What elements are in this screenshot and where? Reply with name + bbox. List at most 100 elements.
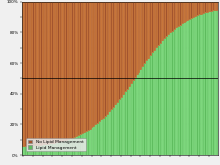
Bar (32, 2, 34, 145)
Bar (208, 2, 210, 11)
Bar (173, 29, 175, 155)
Bar (143, 63, 145, 155)
Bar (206, 2, 208, 12)
Bar (165, 36, 167, 155)
Bar (26, 2, 28, 146)
Bar (163, 38, 165, 155)
Bar (48, 2, 50, 144)
Bar (141, 66, 143, 155)
Bar (147, 58, 149, 155)
Bar (153, 50, 155, 155)
Bar (83, 2, 85, 132)
Bar (192, 17, 194, 155)
Bar (189, 19, 190, 155)
Bar (128, 2, 130, 86)
Bar (50, 2, 51, 143)
Bar (55, 2, 57, 142)
Bar (44, 2, 46, 144)
Bar (204, 12, 206, 155)
Bar (65, 2, 67, 140)
Bar (38, 2, 40, 145)
Bar (183, 2, 185, 22)
Bar (124, 91, 126, 155)
Bar (171, 31, 173, 155)
Bar (159, 43, 161, 155)
Bar (208, 11, 210, 155)
Bar (92, 126, 94, 155)
Bar (106, 114, 108, 155)
Bar (73, 2, 75, 137)
Bar (102, 117, 104, 155)
Bar (79, 134, 81, 155)
Bar (75, 136, 77, 155)
Bar (108, 2, 110, 111)
Bar (36, 145, 38, 155)
Bar (204, 2, 206, 12)
Bar (157, 2, 159, 45)
Bar (48, 144, 50, 155)
Bar (98, 2, 100, 121)
Bar (81, 133, 83, 155)
Bar (126, 2, 128, 89)
Bar (44, 144, 46, 155)
Bar (153, 2, 155, 50)
Bar (210, 2, 212, 11)
Bar (175, 2, 177, 27)
Bar (128, 86, 130, 155)
Bar (30, 146, 32, 155)
Bar (22, 146, 24, 155)
Bar (69, 138, 71, 155)
Bar (57, 2, 59, 142)
Bar (100, 119, 102, 155)
Bar (96, 123, 98, 155)
Bar (161, 2, 163, 40)
Bar (139, 69, 141, 155)
Bar (94, 124, 96, 155)
Bar (42, 144, 44, 155)
Bar (100, 2, 102, 119)
Bar (187, 20, 189, 155)
Bar (145, 2, 147, 60)
Bar (165, 2, 167, 36)
Bar (59, 2, 61, 141)
Bar (104, 2, 106, 116)
Bar (59, 141, 61, 155)
Bar (116, 2, 118, 102)
Bar (112, 107, 114, 155)
Bar (106, 2, 108, 114)
Bar (214, 10, 216, 155)
Bar (79, 2, 81, 134)
Bar (26, 146, 28, 155)
Bar (65, 140, 67, 155)
Bar (155, 2, 157, 47)
Bar (69, 2, 71, 138)
Bar (147, 2, 149, 58)
Legend: No Lipid Management, Lipid Management: No Lipid Management, Lipid Management (26, 138, 86, 151)
Bar (185, 2, 187, 21)
Bar (161, 40, 163, 155)
Bar (134, 77, 136, 155)
Bar (116, 102, 118, 155)
Bar (118, 2, 120, 99)
Bar (190, 2, 192, 18)
Bar (179, 2, 181, 25)
Bar (53, 2, 55, 143)
Bar (149, 2, 151, 55)
Bar (120, 97, 122, 155)
Bar (28, 2, 30, 146)
Bar (212, 10, 214, 155)
Bar (173, 2, 175, 29)
Bar (112, 2, 114, 107)
Bar (202, 2, 204, 13)
Bar (134, 2, 136, 77)
Bar (179, 25, 181, 155)
Bar (50, 143, 51, 155)
Bar (46, 2, 48, 144)
Bar (163, 2, 165, 38)
Bar (196, 2, 198, 15)
Bar (151, 52, 153, 155)
Bar (141, 2, 143, 66)
Bar (67, 2, 69, 139)
Bar (130, 2, 132, 83)
Bar (110, 109, 112, 155)
